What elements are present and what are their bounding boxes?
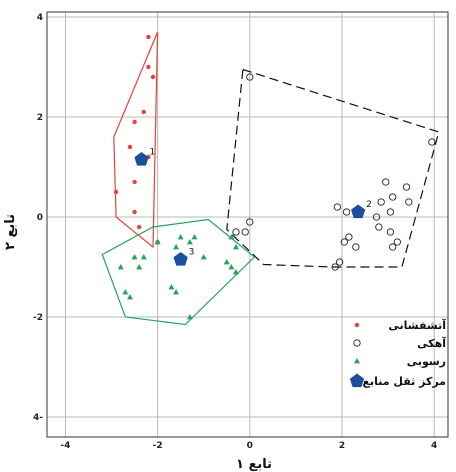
legend-marker-1 — [353, 339, 361, 347]
centroid-1 — [134, 152, 149, 166]
point-series2-13 — [136, 264, 143, 270]
point-series1-18 — [389, 243, 397, 251]
point-series1-11 — [340, 238, 348, 246]
point-series2-0 — [154, 239, 161, 245]
hull-2 — [101, 218, 256, 326]
legend-label-1: آهکی — [417, 336, 446, 350]
point-series0-10 — [132, 209, 137, 215]
y-tick-label-0: 4 — [37, 13, 43, 23]
point-series2-6 — [228, 234, 235, 240]
point-series1-8 — [333, 203, 342, 211]
point-series1-20 — [241, 228, 249, 236]
legend-label-3: مرکز ثقل منابع — [363, 375, 447, 388]
point-series1-3 — [389, 193, 397, 201]
point-series1-0 — [246, 73, 254, 81]
y-tick-label-1: 2 — [37, 113, 43, 123]
point-series1-6 — [372, 213, 381, 221]
centroid-3 — [173, 252, 188, 266]
point-series1-5 — [386, 208, 395, 216]
point-series2-20 — [140, 254, 147, 260]
point-series1-19 — [382, 178, 390, 186]
x-tick-label-4: 4 — [431, 441, 437, 451]
centroid-label-3: 3 — [189, 248, 195, 258]
legend-marker-0 — [354, 322, 360, 328]
point-series1-17 — [393, 238, 401, 246]
grid-lines — [47, 12, 448, 437]
x-tick-label-1: -2 — [153, 441, 163, 451]
point-series1-7 — [405, 198, 413, 206]
point-series1-12 — [352, 243, 360, 251]
point-series2-12 — [186, 314, 193, 320]
point-series0-1 — [146, 64, 151, 70]
x-tick-label-3: 2 — [339, 441, 345, 451]
x-tick-label-0: -4 — [60, 441, 70, 451]
hull-1 — [226, 68, 440, 268]
point-series2-18 — [173, 289, 180, 295]
point-series1-22 — [246, 218, 254, 226]
point-series0-0 — [146, 34, 151, 40]
x-axis-title: تابع ۱ — [236, 457, 272, 472]
point-series0-3 — [141, 109, 146, 115]
point-series2-19 — [168, 284, 175, 290]
centroid-label-1: 1 — [149, 148, 155, 158]
point-series0-4 — [132, 119, 137, 125]
point-series0-6 — [113, 189, 119, 195]
legend-marker-3 — [349, 373, 365, 388]
point-series1-1 — [428, 138, 436, 146]
legend-label-2: رسوبی — [407, 355, 446, 368]
legend-marker-2 — [354, 358, 360, 364]
point-series0-9 — [136, 224, 142, 230]
legend-label-0: آتشفشانی — [388, 318, 446, 332]
point-series2-16 — [126, 294, 133, 300]
point-series2-15 — [122, 289, 129, 295]
point-series1-2 — [402, 183, 411, 191]
y-axis-title: تابع ۲ — [3, 214, 18, 250]
point-series2-7 — [232, 244, 239, 250]
point-series2-3 — [177, 234, 184, 240]
point-series1-13 — [336, 258, 344, 266]
plot-frame — [46, 11, 449, 438]
point-series1-9 — [342, 208, 351, 216]
hull-0 — [113, 31, 159, 249]
axis-ticks: -4 -2 0 2 4 4 2 0 -2 4- — [33, 13, 437, 451]
y-tick-label-4: 4- — [33, 413, 43, 423]
x-tick-label-2: 0 — [247, 441, 253, 451]
point-series2-17 — [131, 254, 138, 260]
group-hulls — [101, 31, 440, 326]
point-series1-10 — [345, 233, 353, 241]
point-series1-16 — [386, 228, 395, 236]
y-tick-label-3: -2 — [33, 313, 43, 323]
legend: آتشفشانی آهکی رسوبی مرکز ثقل منابع — [349, 318, 447, 388]
centroid-label-2: 2 — [366, 200, 372, 210]
point-series2-14 — [117, 264, 124, 270]
point-series1-15 — [375, 223, 383, 231]
point-series0-5 — [127, 144, 133, 150]
point-series1-4 — [377, 198, 385, 206]
point-series2-1 — [186, 239, 193, 245]
point-series0-2 — [150, 74, 156, 80]
point-series1-14 — [331, 263, 339, 271]
y-tick-label-2: 0 — [37, 213, 43, 223]
centroid-markers: 1 2 3 — [134, 148, 372, 266]
point-series2-9 — [223, 259, 230, 265]
point-series2-11 — [200, 254, 207, 260]
point-series0-7 — [132, 179, 137, 185]
data-points — [113, 34, 436, 320]
point-series2-10 — [228, 264, 235, 270]
point-series1-21 — [232, 228, 240, 236]
point-series2-4 — [173, 244, 180, 250]
point-series2-2 — [191, 234, 198, 240]
centroid-2 — [351, 204, 366, 219]
point-series2-8 — [232, 269, 239, 275]
